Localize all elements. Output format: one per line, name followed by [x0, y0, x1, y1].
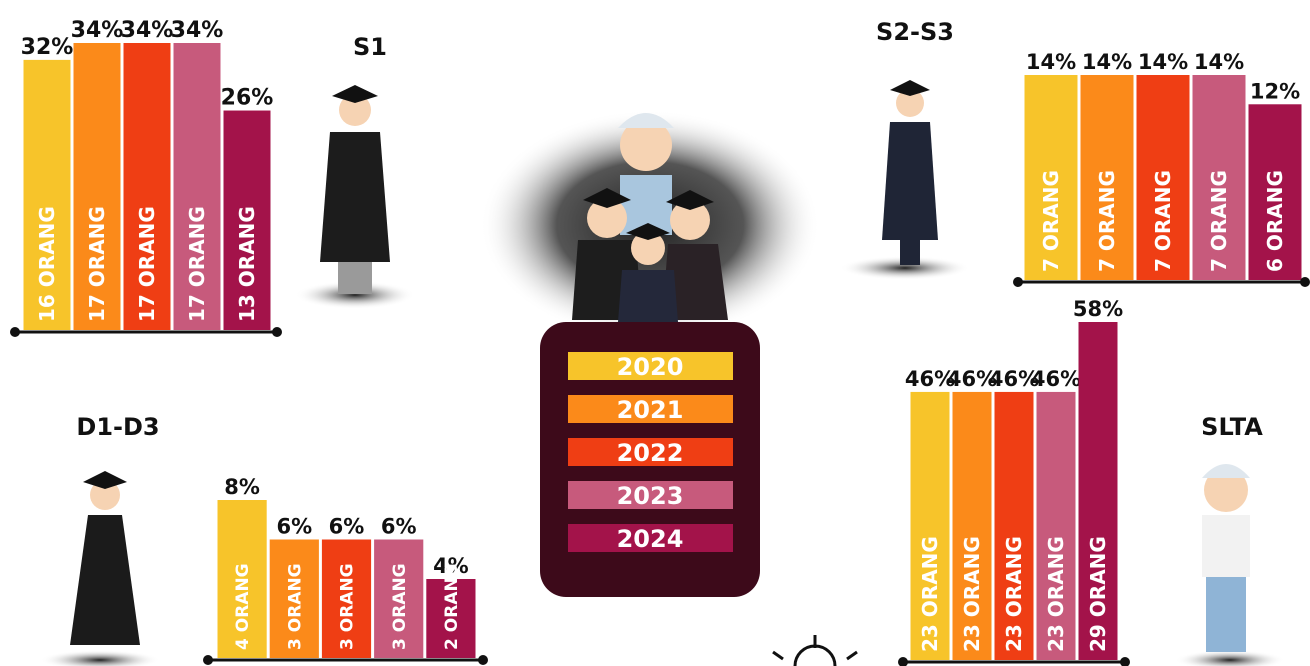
graduate-s1 [320, 85, 390, 294]
value-label: 46% [947, 367, 997, 391]
lightbulb [772, 635, 858, 666]
chart-title: S2-S3 [876, 18, 954, 46]
bar [173, 43, 221, 330]
bar [910, 391, 950, 660]
legend-label: 2023 [617, 482, 684, 510]
shadow [1175, 650, 1285, 666]
value-label: 14% [1082, 50, 1132, 74]
bar [952, 391, 992, 660]
count-label: 29 ORANG [1086, 536, 1110, 652]
axis-dot [1013, 277, 1023, 287]
count-label: 7 ORANG [1207, 170, 1231, 272]
count-label: 2 ORANG [442, 563, 462, 650]
count-label: 3 ORANG [338, 563, 358, 650]
axis-dot [272, 327, 282, 337]
axis-dot [1300, 277, 1310, 287]
count-label: 4 ORANG [233, 563, 253, 650]
bar [1080, 75, 1134, 280]
value-label: 46% [1031, 367, 1081, 391]
value-label: 34% [71, 18, 124, 43]
legend-label: 2024 [617, 525, 684, 553]
chart-title: SLTA [1201, 413, 1263, 441]
value-label: 6% [381, 515, 417, 539]
legend-swatch [568, 481, 733, 509]
value-label: 6% [329, 515, 365, 539]
bar [374, 539, 424, 658]
count-label: 7 ORANG [1039, 170, 1063, 272]
bar [426, 579, 476, 658]
legend-label: 2021 [617, 396, 684, 424]
axis-dot [10, 327, 20, 337]
shadow [40, 650, 160, 666]
value-label: 8% [224, 475, 260, 499]
bar [1036, 391, 1076, 660]
bar [123, 43, 171, 330]
value-label: 58% [1073, 297, 1123, 321]
count-label: 17 ORANG [135, 206, 159, 322]
value-label: 14% [1194, 50, 1244, 74]
value-label: 14% [1026, 50, 1076, 74]
shadow [840, 256, 970, 280]
value-label: 46% [989, 367, 1039, 391]
axis-dot [203, 655, 213, 665]
legend-label: 2022 [617, 439, 684, 467]
value-label: 34% [121, 18, 174, 43]
legend-swatch [568, 352, 733, 380]
legend-swatch [568, 438, 733, 466]
shadow [295, 281, 415, 309]
count-label: 17 ORANG [185, 206, 209, 322]
count-label: 23 ORANG [960, 536, 984, 652]
bar [1248, 104, 1302, 281]
count-label: 3 ORANG [285, 563, 305, 650]
graduate-d1 [70, 471, 140, 645]
legend-label: 2020 [617, 353, 684, 381]
bar [1078, 322, 1118, 660]
bar [223, 110, 271, 330]
count-label: 17 ORANG [85, 206, 109, 322]
count-label: 23 ORANG [1002, 536, 1026, 652]
bar [217, 500, 267, 658]
value-label: 32% [21, 35, 74, 60]
legend-swatch [568, 524, 733, 552]
value-label: 46% [905, 367, 955, 391]
graduates-illustration [572, 113, 728, 322]
value-label: 26% [221, 86, 274, 111]
chart-title: S1 [353, 33, 387, 61]
student-slta [1202, 464, 1250, 652]
value-label: 4% [433, 554, 469, 578]
value-label: 12% [1250, 79, 1300, 103]
axis-dot [898, 657, 908, 666]
bar [73, 43, 121, 330]
legend-swatch [568, 395, 733, 423]
bar [23, 59, 71, 330]
bar [1136, 75, 1190, 280]
count-label: 23 ORANG [1044, 536, 1068, 652]
axis-dot [478, 655, 488, 665]
count-label: 3 ORANG [390, 563, 410, 650]
axis-dot [1120, 657, 1130, 666]
count-label: 7 ORANG [1095, 170, 1119, 272]
count-label: 7 ORANG [1151, 170, 1175, 272]
value-label: 6% [276, 515, 312, 539]
count-label: 23 ORANG [918, 536, 942, 652]
count-label: 6 ORANG [1263, 170, 1287, 272]
graduate-s2 [882, 80, 938, 265]
count-label: 13 ORANG [235, 206, 259, 322]
bar [1192, 75, 1246, 280]
bar [994, 391, 1034, 660]
bar [269, 539, 319, 658]
bar [1024, 75, 1078, 280]
chart-title: D1-D3 [76, 413, 159, 441]
value-label: 14% [1138, 50, 1188, 74]
value-label: 34% [171, 18, 224, 43]
bar [321, 539, 372, 658]
count-label: 16 ORANG [35, 206, 59, 322]
